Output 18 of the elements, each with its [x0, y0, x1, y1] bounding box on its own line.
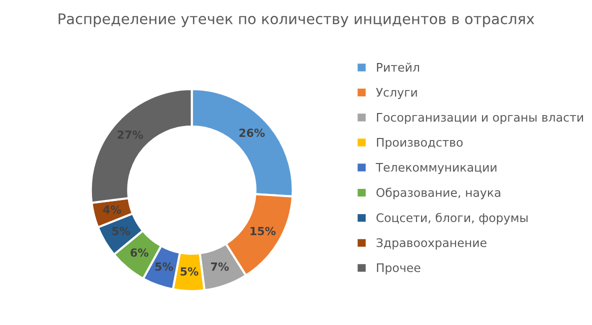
- data-label: 26%: [239, 128, 265, 138]
- legend-label: Госорганизации и органы власти: [376, 112, 584, 124]
- data-label: 7%: [211, 262, 229, 271]
- data-label: 6%: [130, 248, 148, 257]
- legend-label: Услуги: [376, 88, 417, 100]
- legend-label: Прочее: [376, 263, 420, 274]
- legend-label: Производство: [376, 138, 463, 150]
- data-label: 5%: [155, 262, 174, 271]
- data-label: 4%: [103, 205, 122, 214]
- chart-title: Распределение утечек по количеству инцидентов в отраслях: [58, 13, 534, 28]
- data-label: 5%: [112, 226, 130, 236]
- legend-label: Соцсети, блоги, форумы: [376, 212, 528, 224]
- legend-label: Здравоохранение: [376, 238, 486, 250]
- data-label: 5%: [180, 267, 198, 276]
- legend-label: Телекоммуникации: [376, 162, 496, 174]
- legend-label: Образование, наука: [376, 188, 500, 200]
- legend-label: Ритейл: [376, 62, 420, 72]
- data-label: 15%: [250, 226, 276, 236]
